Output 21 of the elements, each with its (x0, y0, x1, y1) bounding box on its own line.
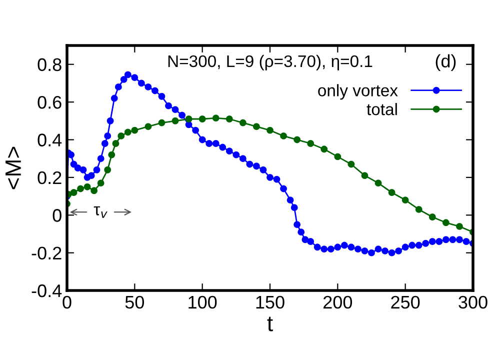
y-tick-label: 0.4 (38, 134, 62, 146)
y-tick-label: -0.2 (32, 246, 62, 260)
annotation: (d) (436, 54, 456, 72)
annotation: τ$_{v}$ (94, 206, 108, 218)
x-tick-label: 0 (62, 296, 72, 309)
x-tick-label: 300 (458, 296, 488, 309)
y-tick-label: -0.4 (32, 284, 62, 298)
legend-label: total (366, 102, 397, 116)
y-tick-label: 0.2 (38, 171, 62, 184)
y-axis-title: <M> (6, 146, 21, 190)
x-axis-title: t (267, 316, 273, 332)
x-tick-label: 250 (391, 296, 420, 309)
y-tick-label: 0.6 (38, 96, 62, 109)
x-tick-label: 50 (125, 296, 144, 309)
legend-label: only vortex (318, 84, 398, 100)
x-tick-label: 100 (188, 296, 217, 309)
y-tick-label: 0 (52, 209, 62, 222)
x-tick-label: 200 (324, 296, 352, 309)
text: N=300, L=9 (ρ=3.70), η=0.1 (168, 54, 372, 70)
y-tick-label: 0.8 (38, 58, 62, 72)
x-tick-label: 150 (256, 296, 284, 309)
